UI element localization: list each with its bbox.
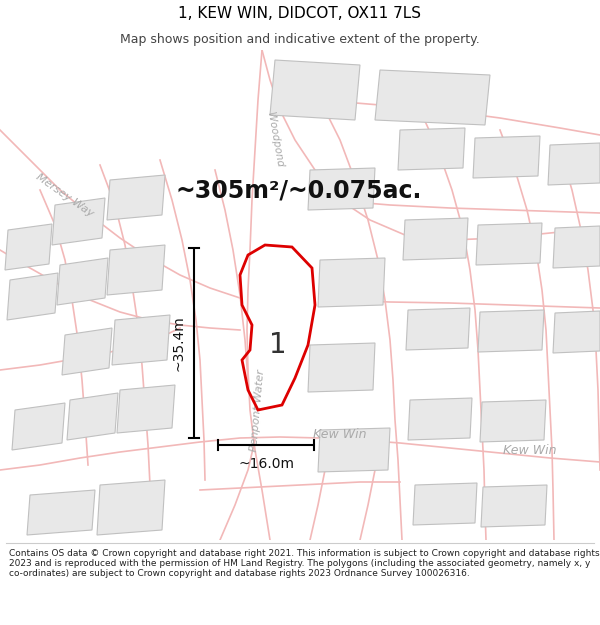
- Text: Mersey Way: Mersey Way: [34, 171, 95, 219]
- Polygon shape: [97, 480, 165, 535]
- Polygon shape: [553, 226, 600, 268]
- Polygon shape: [413, 483, 477, 525]
- Polygon shape: [112, 315, 170, 365]
- Polygon shape: [481, 485, 547, 527]
- Polygon shape: [473, 136, 540, 178]
- Text: Kew Win: Kew Win: [503, 444, 557, 456]
- Polygon shape: [67, 393, 118, 440]
- Polygon shape: [12, 403, 65, 450]
- Polygon shape: [117, 385, 175, 433]
- Polygon shape: [480, 400, 546, 442]
- Text: Kew Win: Kew Win: [313, 429, 367, 441]
- Text: ~305m²/~0.075ac.: ~305m²/~0.075ac.: [175, 178, 421, 202]
- Polygon shape: [476, 223, 542, 265]
- Polygon shape: [408, 398, 472, 440]
- Text: Penpont Water: Penpont Water: [250, 369, 266, 451]
- Polygon shape: [398, 128, 465, 170]
- Polygon shape: [375, 70, 490, 125]
- Polygon shape: [553, 311, 600, 353]
- Text: ~16.0m: ~16.0m: [238, 457, 294, 471]
- Polygon shape: [318, 428, 390, 472]
- Polygon shape: [7, 273, 58, 320]
- Polygon shape: [52, 198, 105, 245]
- Polygon shape: [478, 310, 544, 352]
- Polygon shape: [62, 328, 112, 375]
- Polygon shape: [308, 168, 375, 210]
- Polygon shape: [318, 258, 385, 307]
- Polygon shape: [57, 258, 108, 305]
- Polygon shape: [27, 490, 95, 535]
- Text: ~35.4m: ~35.4m: [172, 315, 186, 371]
- Polygon shape: [270, 60, 360, 120]
- Text: 1, KEW WIN, DIDCOT, OX11 7LS: 1, KEW WIN, DIDCOT, OX11 7LS: [179, 6, 421, 21]
- Text: Contains OS data © Crown copyright and database right 2021. This information is : Contains OS data © Crown copyright and d…: [9, 549, 599, 578]
- Text: 1: 1: [269, 331, 287, 359]
- Polygon shape: [548, 143, 600, 185]
- Polygon shape: [406, 308, 470, 350]
- Polygon shape: [403, 218, 468, 260]
- Polygon shape: [5, 224, 52, 270]
- Text: Woodpond: Woodpond: [265, 112, 285, 168]
- Text: Map shows position and indicative extent of the property.: Map shows position and indicative extent…: [120, 32, 480, 46]
- Polygon shape: [308, 343, 375, 392]
- Polygon shape: [107, 245, 165, 295]
- Polygon shape: [107, 175, 165, 220]
